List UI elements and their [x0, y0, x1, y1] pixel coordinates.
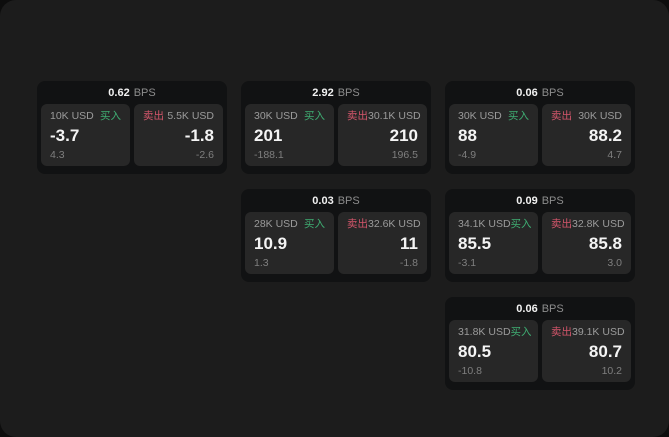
sell-amount: 39.1K USD — [572, 326, 625, 338]
buy-sub-value: -188.1 — [254, 148, 284, 161]
sell-label: 卖出 — [551, 218, 572, 230]
sell-value: 80.7 — [588, 342, 622, 361]
sell-sub-value: 4.7 — [607, 148, 622, 161]
bps-card[interactable]: 0.06 BPS 31.8K USD 买入 80.5 -10.8 卖出 39.1… — [445, 297, 635, 390]
buy-sub-value: 1.3 — [254, 256, 269, 269]
sell-panel[interactable]: 卖出 32.8K USD 85.8 3.0 — [542, 212, 631, 274]
buy-amount: 28K USD — [254, 218, 298, 230]
buy-panel[interactable]: 34.1K USD 买入 85.5 -3.1 — [449, 212, 538, 274]
buy-sub-value: -3.1 — [458, 256, 477, 269]
buy-panel[interactable]: 28K USD 买入 10.9 1.3 — [245, 212, 334, 274]
sell-label: 卖出 — [551, 110, 572, 122]
sell-amount: 30.1K USD — [368, 110, 421, 122]
bps-value: 0.03 — [312, 194, 334, 207]
sell-label: 卖出 — [347, 110, 368, 122]
sell-amount: 32.6K USD — [368, 218, 421, 230]
buy-sub-value: -4.9 — [458, 148, 477, 161]
buy-amount: 31.8K USD — [458, 326, 511, 338]
sell-value: 210 — [389, 126, 418, 145]
sell-panel[interactable]: 卖出 5.5K USD -1.8 -2.6 — [134, 104, 223, 166]
buy-label: 买入 — [508, 110, 529, 122]
buy-panel[interactable]: 30K USD 买入 201 -188.1 — [245, 104, 334, 166]
bps-value: 0.06 — [516, 86, 538, 99]
buy-value: 80.5 — [458, 342, 492, 361]
bps-header: 0.06 BPS — [449, 297, 631, 320]
buy-sub-value: 4.3 — [50, 148, 65, 161]
buy-label: 买入 — [100, 110, 121, 122]
bps-unit-label: BPS — [337, 86, 360, 99]
sell-sub-value: -1.8 — [399, 256, 418, 269]
bps-header: 2.92 BPS — [245, 81, 427, 104]
sell-value: 85.8 — [588, 234, 622, 253]
buy-panel[interactable]: 30K USD 买入 88 -4.9 — [449, 104, 538, 166]
sell-sub-value: 10.2 — [601, 364, 622, 377]
sell-sub-value: 196.5 — [391, 148, 418, 161]
sell-amount: 32.8K USD — [572, 218, 625, 230]
bps-header: 0.03 BPS — [245, 189, 427, 212]
sell-value: 88.2 — [588, 126, 622, 145]
buy-amount: 30K USD — [458, 110, 502, 122]
buy-panel[interactable]: 31.8K USD 买入 80.5 -10.8 — [449, 320, 538, 382]
buy-amount: 10K USD — [50, 110, 94, 122]
sell-label: 卖出 — [143, 110, 164, 122]
bps-value: 2.92 — [312, 86, 334, 99]
sell-panel[interactable]: 卖出 39.1K USD 80.7 10.2 — [542, 320, 631, 382]
buy-value: 10.9 — [254, 234, 288, 253]
sell-label: 卖出 — [551, 326, 572, 338]
sell-sub-value: 3.0 — [607, 256, 622, 269]
bps-card[interactable]: 0.09 BPS 34.1K USD 买入 85.5 -3.1 卖出 32.8K… — [445, 189, 635, 282]
sell-panel[interactable]: 卖出 30.1K USD 210 196.5 — [338, 104, 427, 166]
sell-amount: 30K USD — [578, 110, 622, 122]
bps-header: 0.09 BPS — [449, 189, 631, 212]
bps-header: 0.62 BPS — [41, 81, 223, 104]
buy-label: 买入 — [304, 218, 325, 230]
buy-sub-value: -10.8 — [458, 364, 482, 377]
buy-value: 201 — [254, 126, 283, 145]
bps-card[interactable]: 0.62 BPS 10K USD 买入 -3.7 4.3 卖出 5.5K USD — [37, 81, 227, 174]
bps-unit-label: BPS — [337, 194, 360, 207]
sell-sub-value: -2.6 — [195, 148, 214, 161]
bps-value: 0.62 — [108, 86, 130, 99]
bps-value: 0.06 — [516, 302, 538, 315]
buy-value: -3.7 — [50, 126, 80, 145]
bps-unit-label: BPS — [541, 194, 564, 207]
buy-panel[interactable]: 10K USD 买入 -3.7 4.3 — [41, 104, 130, 166]
bps-card[interactable]: 2.92 BPS 30K USD 买入 201 -188.1 卖出 30.1K … — [241, 81, 431, 174]
bps-header: 0.06 BPS — [449, 81, 631, 104]
buy-amount: 34.1K USD — [458, 218, 511, 230]
sell-label: 卖出 — [347, 218, 368, 230]
sell-panel[interactable]: 卖出 30K USD 88.2 4.7 — [542, 104, 631, 166]
sell-panel[interactable]: 卖出 32.6K USD 11 -1.8 — [338, 212, 427, 274]
buy-label: 买入 — [304, 110, 325, 122]
buy-label: 买入 — [510, 218, 532, 230]
buy-value: 88 — [458, 126, 477, 145]
bps-unit-label: BPS — [541, 86, 564, 99]
bps-unit-label: BPS — [133, 86, 156, 99]
sell-amount: 5.5K USD — [167, 110, 214, 122]
buy-value: 85.5 — [458, 234, 492, 253]
sell-value: -1.8 — [184, 126, 214, 145]
bps-card[interactable]: 0.03 BPS 28K USD 买入 10.9 1.3 卖出 32.6K US… — [241, 189, 431, 282]
bps-value: 0.09 — [516, 194, 538, 207]
buy-label: 买入 — [510, 326, 532, 338]
bps-card[interactable]: 0.06 BPS 30K USD 买入 88 -4.9 卖出 30K USD — [445, 81, 635, 174]
bps-unit-label: BPS — [541, 302, 564, 315]
buy-amount: 30K USD — [254, 110, 298, 122]
sell-value: 11 — [400, 234, 418, 253]
